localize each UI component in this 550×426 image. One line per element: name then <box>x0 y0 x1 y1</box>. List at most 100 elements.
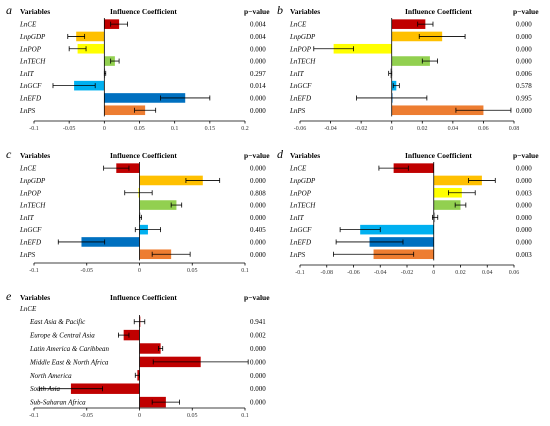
chart-marks: LnCE 0.004 LnpGDP 0.004 LnPOP 0.000 LnTECH 0.00… <box>19 18 532 419</box>
panel-e-pvalue: 0.000 <box>250 399 266 407</box>
panel-c-x-tick-label: 0 <box>138 268 141 274</box>
panel-b-pvalue: 0.000 <box>516 33 532 41</box>
panel-a-pvalue: 0.000 <box>250 94 266 102</box>
panel-a-influence-header: Influence Coefficient <box>110 7 177 16</box>
panel-c-x-tick-label: 0.1 <box>241 268 249 274</box>
panel-d-category-label: LnPS <box>289 251 306 259</box>
panel-d-pvalue: 0.000 <box>516 238 532 246</box>
panel-c-variables-header: Variables <box>20 151 50 160</box>
panel-a-x-tick-label: -0.05 <box>63 126 76 132</box>
panel-c-category-label: LnPS <box>19 251 36 259</box>
panel-a-bar <box>76 31 105 42</box>
panel-c-category-label: LnEFD <box>19 238 41 246</box>
panel-d-category-label: LnCE <box>289 165 307 173</box>
panel-c-influence-header: Influence Coefficient <box>110 151 177 160</box>
panel-e-pvalue: 0.000 <box>250 358 266 366</box>
panel-e-bar <box>123 329 140 341</box>
panel-b-category-label: LnPOP <box>289 45 312 53</box>
panel-e-x-tick-label: 0.05 <box>187 413 198 419</box>
panel-e-x-tick-label: -0.1 <box>29 413 39 419</box>
panel-d-x-tick-label: -0.1 <box>295 270 305 276</box>
panel-d-x-tick-label: -0.08 <box>321 270 334 276</box>
panel-e-category-label: Middle East & North Africa <box>29 358 109 366</box>
panel-a-pvalue: 0.004 <box>250 21 266 29</box>
panel-a-pvalue-header: p−value <box>244 7 270 16</box>
panel-a-x-tick-label: 0.1 <box>171 126 179 132</box>
panel-d-pvalue-header: p−value <box>513 151 539 160</box>
panel-b-letter: b <box>277 3 283 17</box>
panel-d-bar <box>433 200 461 210</box>
panel-d-category-label: LnPOP <box>289 189 312 197</box>
panel-a-pvalue: 0.000 <box>250 107 266 115</box>
panel-d-category-label: LnGCF <box>289 226 312 234</box>
panel-e-pvalue: 0.002 <box>250 332 266 340</box>
panel-b-category-label: LnEFD <box>289 94 311 102</box>
panel-a-bar <box>104 105 146 116</box>
panel-d-pvalue: 0.000 <box>516 202 532 210</box>
panel-d-x-tick-label: 0.06 <box>509 270 520 276</box>
panel-c-x-tick-label: -0.1 <box>29 268 39 274</box>
panel-a-bar <box>77 43 105 54</box>
panel-d-pvalue: 0.000 <box>516 214 532 222</box>
panel-a-x-tick-label: 0.2 <box>241 126 249 132</box>
panel-d-category-label: LnTECH <box>289 202 316 210</box>
panel-b-pvalue: 0.000 <box>516 107 532 115</box>
panel-b-bar <box>391 105 484 116</box>
panel-a-variables-header: Variables <box>20 7 50 16</box>
panel-a-bar <box>104 56 115 66</box>
panel-e-pvalue: 0.000 <box>250 372 266 380</box>
panel-b-category-label: LnGCF <box>289 82 312 90</box>
panel-e-category-label: East Asia & Pacific <box>29 318 86 326</box>
panel-a-x-tick-label: -0.1 <box>29 126 39 132</box>
panel-d-pvalue: 0.000 <box>516 165 532 173</box>
panel-a-category-label: LnCE <box>19 21 37 29</box>
panel-b-pvalue: 0.578 <box>516 82 532 90</box>
panel-d-x-tick-label: -0.02 <box>401 270 414 276</box>
panel-e-bar <box>139 343 161 354</box>
panel-a: a Variables Influence Coefficient p−valu… <box>6 3 270 17</box>
panel-c-bar <box>139 200 177 210</box>
panel-b-pvalue: 0.000 <box>516 45 532 53</box>
panel-a-category-label: LnpGDP <box>19 33 46 41</box>
panel-b-x-tick-label: 0.02 <box>417 126 428 132</box>
panel-b-pvalue: 0.000 <box>516 58 532 66</box>
panel-c-category-label: LnTECH <box>19 202 46 210</box>
panel-c-letter: c <box>6 147 12 161</box>
panel-c-pvalue: 0.000 <box>250 214 266 222</box>
panel-c-pvalue: 0.000 <box>250 177 266 185</box>
panel-a-x-tick-label: 0 <box>103 126 106 132</box>
panel-d-x-tick-label: -0.06 <box>347 270 360 276</box>
panel-e-pvalue: 0.000 <box>250 345 266 353</box>
panel-c-bar <box>139 175 203 186</box>
panel-c-bar <box>81 237 140 247</box>
panel-e-pvalue: 0.000 <box>250 385 266 393</box>
panel-e-x-tick-label: 0.1 <box>241 413 249 419</box>
panel-a-letter: a <box>6 3 12 17</box>
panel-b-variables-header: Variables <box>290 7 320 16</box>
panel-e-variables-header: Variables <box>20 293 50 302</box>
panel-c-pvalue: 0.000 <box>250 165 266 173</box>
panel-b-x-tick-label: 0.06 <box>478 126 489 132</box>
panel-e-bar <box>70 383 140 394</box>
panel-a-x-tick-label: 0.05 <box>134 126 145 132</box>
panel-c-pvalue: 0.405 <box>250 226 266 234</box>
panel-e-x-tick-label: 0 <box>138 413 141 419</box>
panel-a-category-label: LnPS <box>19 107 36 115</box>
panel-b-bar <box>333 43 392 54</box>
panel-c: c Variables Influence Coefficient p−valu… <box>6 147 270 161</box>
panel-a-category-label: LnGCF <box>19 82 42 90</box>
panel-a-bar <box>104 93 186 103</box>
panel-e-x-tick-label: -0.05 <box>81 413 94 419</box>
panel-e: e Variables Influence Coefficient p−valu… <box>6 289 270 313</box>
panel-a-category-label: LnIT <box>19 70 35 78</box>
panel-b-pvalue: 0.000 <box>516 21 532 29</box>
panel-d: d Variables Influence Coefficient p−valu… <box>277 147 539 161</box>
panel-d-x-tick-label: -0.04 <box>374 270 387 276</box>
panel-d-influence-header: Influence Coefficient <box>405 151 472 160</box>
panel-c-category-label: LnPOP <box>19 189 42 197</box>
panel-d-bar <box>433 187 462 198</box>
panel-b-category-label: LnPS <box>289 107 306 115</box>
panel-b-influence-header: Influence Coefficient <box>405 7 472 16</box>
panel-b-bar <box>391 56 430 66</box>
panel-b-x-tick-label: -0.04 <box>324 126 337 132</box>
